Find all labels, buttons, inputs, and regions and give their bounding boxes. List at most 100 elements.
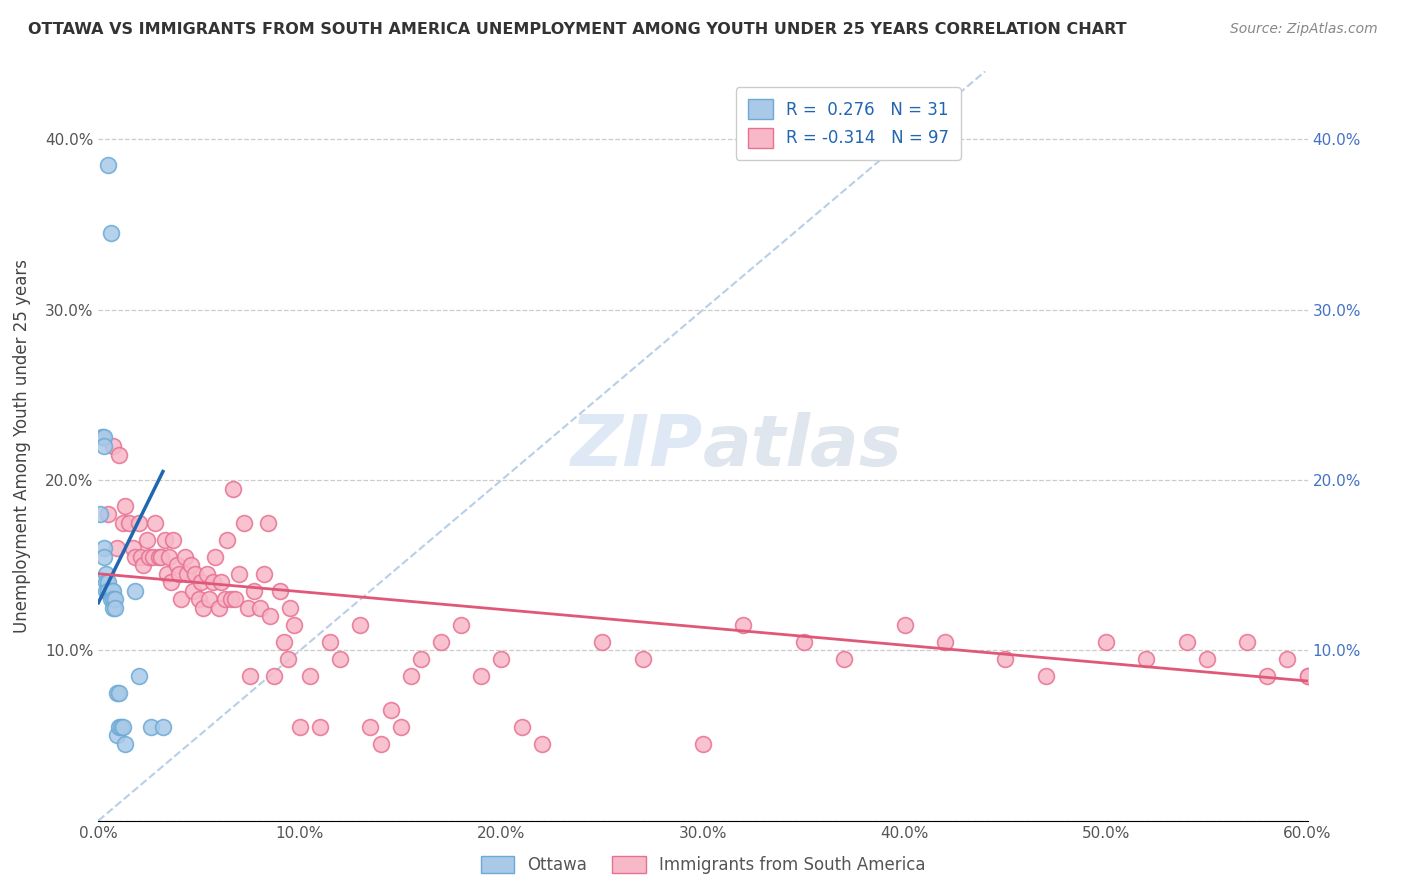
- Point: [193, 600, 215, 615]
- Point: [329, 652, 352, 666]
- Point: [204, 549, 226, 564]
- Point: [143, 516, 166, 530]
- Point: [269, 583, 291, 598]
- Point: [121, 541, 143, 556]
- Point: [93, 430, 115, 444]
- Point: [214, 592, 236, 607]
- Point: [188, 592, 211, 607]
- Point: [105, 541, 128, 556]
- Point: [309, 720, 332, 734]
- Point: [93, 439, 115, 453]
- Point: [288, 720, 311, 734]
- Point: [370, 737, 392, 751]
- Point: [224, 592, 246, 607]
- Point: [157, 549, 180, 564]
- Point: [263, 669, 285, 683]
- Point: [153, 533, 176, 547]
- Point: [1296, 669, 1319, 683]
- Point: [100, 592, 122, 607]
- Point: [139, 720, 162, 734]
- Point: [1195, 652, 1218, 666]
- Point: [319, 635, 342, 649]
- Point: [89, 507, 111, 521]
- Point: [1175, 635, 1198, 649]
- Point: [184, 566, 207, 581]
- Point: [249, 600, 271, 615]
- Point: [174, 549, 197, 564]
- Point: [96, 566, 118, 581]
- Point: [491, 652, 513, 666]
- Point: [208, 600, 231, 615]
- Point: [114, 737, 136, 751]
- Point: [1236, 635, 1258, 649]
- Point: [1256, 669, 1278, 683]
- Point: [96, 575, 118, 590]
- Point: [692, 737, 714, 751]
- Point: [232, 516, 254, 530]
- Point: [242, 583, 264, 598]
- Point: [273, 635, 295, 649]
- Point: [97, 507, 120, 521]
- Point: [278, 600, 301, 615]
- Point: [299, 669, 322, 683]
- Legend: Ottawa, Immigrants from South America: Ottawa, Immigrants from South America: [474, 849, 932, 881]
- Point: [277, 652, 299, 666]
- Text: atlas: atlas: [703, 411, 903, 481]
- Y-axis label: Unemployment Among Youth under 25 years: Unemployment Among Youth under 25 years: [13, 259, 31, 633]
- Point: [118, 516, 141, 530]
- Point: [132, 558, 155, 573]
- Point: [107, 448, 129, 462]
- Point: [430, 635, 453, 649]
- Point: [380, 703, 402, 717]
- Point: [470, 669, 492, 683]
- Point: [1277, 652, 1299, 666]
- Point: [128, 516, 150, 530]
- Text: ZIP: ZIP: [571, 411, 703, 481]
- Point: [93, 549, 115, 564]
- Point: [129, 549, 152, 564]
- Point: [138, 549, 160, 564]
- Point: [100, 583, 122, 598]
- Point: [111, 516, 134, 530]
- Point: [349, 617, 371, 632]
- Point: [202, 575, 225, 590]
- Point: [101, 439, 124, 453]
- Point: [107, 720, 129, 734]
- Point: [156, 566, 179, 581]
- Point: [152, 720, 174, 734]
- Legend: R =  0.276   N = 31, R = -0.314   N = 97: R = 0.276 N = 31, R = -0.314 N = 97: [735, 87, 960, 160]
- Point: [167, 566, 190, 581]
- Point: [530, 737, 553, 751]
- Point: [176, 566, 198, 581]
- Point: [217, 533, 239, 547]
- Point: [733, 617, 755, 632]
- Point: [253, 566, 276, 581]
- Point: [190, 575, 212, 590]
- Point: [97, 158, 120, 172]
- Point: [631, 652, 654, 666]
- Point: [591, 635, 613, 649]
- Point: [256, 516, 278, 530]
- Point: [91, 430, 114, 444]
- Point: [124, 549, 146, 564]
- Point: [166, 558, 188, 573]
- Text: OTTAWA VS IMMIGRANTS FROM SOUTH AMERICA UNEMPLOYMENT AMONG YOUTH UNDER 25 YEARS : OTTAWA VS IMMIGRANTS FROM SOUTH AMERICA …: [28, 22, 1126, 37]
- Point: [105, 686, 128, 700]
- Point: [160, 575, 183, 590]
- Point: [124, 583, 146, 598]
- Point: [142, 549, 165, 564]
- Point: [994, 652, 1017, 666]
- Point: [259, 609, 281, 624]
- Point: [1135, 652, 1157, 666]
- Point: [100, 226, 122, 240]
- Point: [107, 686, 129, 700]
- Point: [180, 558, 202, 573]
- Point: [228, 566, 250, 581]
- Point: [793, 635, 815, 649]
- Point: [101, 592, 124, 607]
- Point: [97, 575, 120, 590]
- Point: [450, 617, 472, 632]
- Point: [195, 566, 218, 581]
- Point: [1035, 669, 1057, 683]
- Point: [399, 669, 422, 683]
